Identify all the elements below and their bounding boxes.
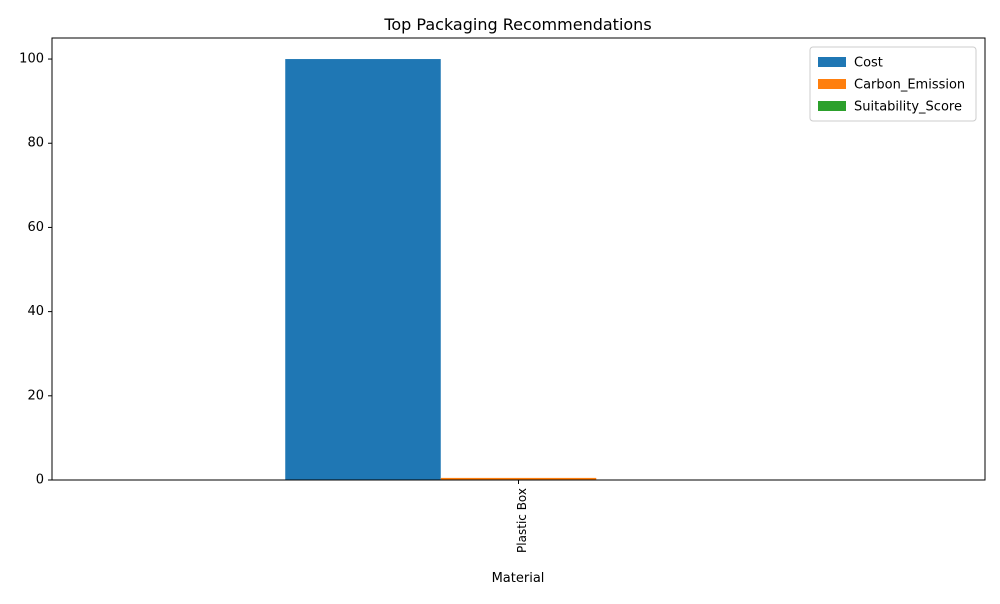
bar-cost — [285, 59, 441, 481]
legend-label: Suitability_Score — [854, 100, 962, 115]
y-tick-label: 80 — [27, 136, 44, 151]
y-tick-label: 40 — [27, 304, 44, 319]
y-tick-label: 100 — [19, 52, 44, 67]
legend-swatch-suitability-score — [818, 101, 846, 111]
legend: Cost Carbon_Emission Suitability_Score — [809, 46, 977, 122]
legend-swatch-carbon-emission — [818, 79, 846, 89]
y-tick-label: 60 — [27, 220, 44, 235]
plot-area: Plastic Box 0 20 40 60 80 100 — [19, 37, 986, 553]
legend-swatch-cost — [818, 57, 846, 67]
x-axis-label: Material — [492, 571, 545, 586]
chart-title: Top Packaging Recommendations — [383, 15, 651, 34]
y-tick-label: 0 — [36, 473, 44, 488]
axes-frame — [51, 37, 986, 481]
legend-box — [809, 46, 977, 122]
legend-label: Cost — [854, 56, 883, 71]
bar-carbon-emission — [440, 477, 597, 480]
x-tick-label: Plastic Box — [515, 488, 529, 553]
legend-label: Carbon_Emission — [854, 78, 965, 93]
y-tick-label: 20 — [27, 388, 44, 403]
